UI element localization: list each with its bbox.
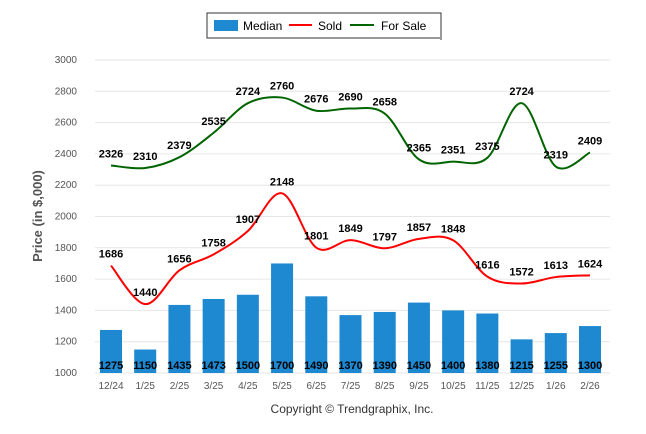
legend-shadow [209, 37, 442, 39]
y-tick-label: 2400 [55, 149, 78, 160]
median-data-label: 1700 [270, 360, 294, 372]
median-bar [579, 326, 601, 373]
sold-data-label: 1686 [99, 249, 123, 261]
sold-data-label: 1848 [441, 223, 465, 235]
median-bar [476, 313, 499, 373]
median-data-label: 1450 [407, 360, 431, 372]
median-bar [339, 315, 362, 373]
x-tick-label: 12/25 [509, 381, 534, 392]
median-bar [100, 329, 122, 373]
median-data-label: 1473 [201, 360, 225, 372]
for-sale-data-label: 2658 [372, 97, 396, 109]
median-data-label: 1215 [509, 360, 533, 372]
for-sale-data-label: 2379 [167, 140, 191, 152]
median-bar [168, 304, 191, 373]
y-tick-label: 1400 [55, 305, 78, 316]
median-bar [544, 333, 567, 373]
for-sale-data-label: 2409 [578, 135, 602, 147]
y-tick-label: 2600 [55, 118, 78, 129]
median-data-label: 1490 [304, 360, 328, 372]
sold-line [110, 192, 591, 306]
for-sale-line [110, 96, 591, 170]
x-tick-label: 9/25 [409, 381, 429, 392]
x-tick-label: 1/25 [135, 381, 155, 392]
for-sale-data-label: 2724 [236, 86, 261, 98]
x-tick-label: 7/25 [341, 381, 361, 392]
sold-data-label: 1857 [407, 222, 431, 234]
median-data-label: 1380 [475, 360, 499, 372]
x-tick-label: 12/24 [98, 381, 123, 392]
sold-data-label: 1849 [338, 223, 362, 235]
for-sale-data-label: 2351 [441, 145, 465, 157]
sold-data-label: 2148 [270, 176, 294, 188]
y-tick-label: 2000 [55, 212, 78, 223]
y-tick-label: 2800 [55, 86, 78, 97]
median-data-label: 1400 [441, 360, 465, 372]
copyright-footer: Copyright © Trendgraphix, Inc. [271, 402, 434, 416]
x-tick-label: 1/26 [546, 381, 566, 392]
median-bar [305, 296, 328, 373]
legend-shadow [440, 15, 442, 40]
y-tick-label: 2200 [55, 180, 78, 191]
median-bar [134, 349, 157, 373]
x-tick-label: 2/25 [170, 381, 190, 392]
y-tick-label: 1800 [55, 243, 78, 254]
sold-data-label: 1616 [475, 260, 499, 272]
sold-data-label: 1613 [544, 260, 568, 272]
for-sale-data-label: 2724 [509, 86, 534, 98]
x-tick-label: 3/25 [204, 381, 224, 392]
median-bar [510, 339, 533, 373]
median-bar [236, 294, 259, 373]
for-sale-data-label: 2310 [133, 151, 157, 163]
for-sale-data-label: 2326 [99, 148, 123, 160]
median-bar [373, 311, 396, 373]
median-data-label: 1255 [544, 360, 568, 372]
x-tick-label: 11/25 [475, 381, 500, 392]
legend-label-sold: Sold [318, 19, 342, 33]
median-bar [407, 302, 430, 373]
sold-data-label: 1907 [236, 214, 260, 226]
y-tick-label: 3000 [55, 55, 78, 66]
x-tick-label: 10/25 [441, 381, 466, 392]
median-data-label: 1500 [236, 360, 260, 372]
x-tick-label: 5/25 [272, 381, 292, 392]
legend-swatch-median [214, 20, 238, 31]
for-sale-data-label: 2375 [475, 141, 499, 153]
legend-label-median: Median [243, 19, 282, 33]
x-tick-label: 4/25 [238, 381, 258, 392]
median-data-label: 1300 [578, 360, 602, 372]
for-sale-data-label: 2676 [304, 94, 328, 106]
median-data-label: 1390 [372, 360, 396, 372]
y-axis-label: Price (in $,000) [30, 170, 45, 262]
for-sale-data-label: 2535 [201, 116, 225, 128]
median-bar [442, 310, 465, 373]
y-tick-label: 1600 [55, 274, 78, 285]
legend-label-for-sale: For Sale [381, 19, 427, 33]
for-sale-data-label: 2319 [544, 150, 568, 162]
x-tick-label: 6/25 [307, 381, 327, 392]
sold-data-label: 1801 [304, 231, 328, 243]
y-tick-label: 1000 [55, 368, 78, 379]
sold-data-label: 1572 [509, 266, 533, 278]
x-tick-label: 2/26 [580, 381, 600, 392]
median-data-label: 1275 [99, 360, 123, 372]
median-data-label: 1370 [338, 360, 362, 372]
sold-data-label: 1758 [201, 237, 225, 249]
sold-data-label: 1624 [578, 258, 603, 270]
median-bar [202, 298, 225, 373]
x-tick-label: 8/25 [375, 381, 395, 392]
median-data-label: 1435 [167, 360, 191, 372]
for-sale-data-label: 2365 [407, 142, 431, 154]
sold-data-label: 1656 [167, 253, 191, 265]
for-sale-data-label: 2760 [270, 81, 294, 93]
y-tick-label: 1200 [55, 337, 78, 348]
median-data-label: 1150 [133, 360, 157, 372]
for-sale-data-label: 2690 [338, 92, 362, 104]
sold-data-label: 1797 [372, 231, 396, 243]
median-bar [271, 263, 294, 373]
sold-data-label: 1440 [133, 287, 157, 299]
